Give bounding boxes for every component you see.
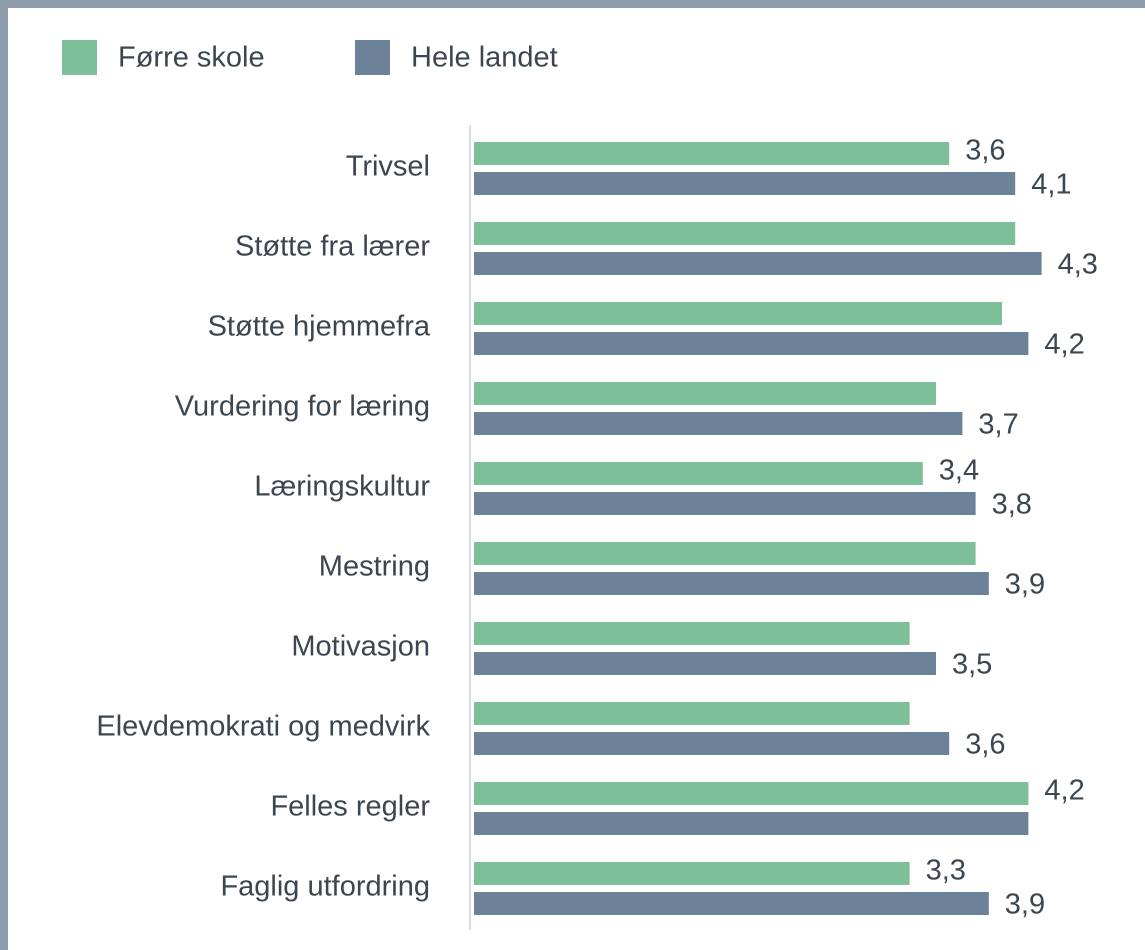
category-label: Læringskultur	[254, 471, 430, 503]
value-label: 3,5	[952, 649, 992, 681]
legend-swatch	[62, 40, 97, 75]
bar	[474, 892, 989, 915]
legend-label: Førre skole	[118, 42, 265, 74]
bar	[474, 462, 923, 485]
bar	[474, 862, 910, 885]
value-label: 4,2	[1044, 329, 1084, 361]
bar	[474, 812, 1029, 835]
category-label: Trivsel	[346, 151, 430, 183]
bar	[474, 732, 950, 755]
bar	[474, 412, 963, 435]
value-label: 3,3	[926, 855, 966, 887]
category-label: Felles regler	[270, 791, 430, 823]
bar	[474, 172, 1016, 195]
bar	[474, 542, 976, 565]
category-label: Motivasjon	[291, 631, 430, 663]
category-label: Mestring	[319, 551, 430, 583]
bar	[474, 782, 1029, 805]
value-label: 3,7	[978, 409, 1018, 441]
bar	[474, 302, 1002, 325]
category-label: Støtte fra lærer	[235, 231, 430, 263]
category-label: Elevdemokrati og medvirk	[96, 711, 430, 743]
category-label: Faglig utfordring	[220, 871, 430, 903]
value-label: 3,6	[965, 729, 1005, 761]
bar	[474, 252, 1042, 275]
value-label: 3,6	[965, 135, 1005, 167]
value-label: 3,4	[939, 455, 979, 487]
value-label: 4,3	[1058, 249, 1098, 281]
value-label: 4,1	[1031, 169, 1071, 201]
value-label: 3,9	[1005, 569, 1045, 601]
value-label: 3,8	[992, 489, 1032, 521]
bar	[474, 492, 976, 515]
value-label: 4,2	[1044, 775, 1084, 807]
bar	[474, 382, 936, 405]
legend-swatch	[355, 40, 390, 75]
bar	[474, 702, 910, 725]
legend-label: Hele landet	[411, 42, 558, 74]
bar	[474, 142, 950, 165]
category-label: Støtte hjemmefra	[208, 311, 431, 343]
bar	[474, 652, 936, 675]
bar	[474, 622, 910, 645]
bar	[474, 222, 1016, 245]
value-label: 3,9	[1005, 889, 1045, 921]
bar	[474, 332, 1029, 355]
category-label: Vurdering for læring	[175, 391, 430, 423]
bar	[474, 572, 989, 595]
